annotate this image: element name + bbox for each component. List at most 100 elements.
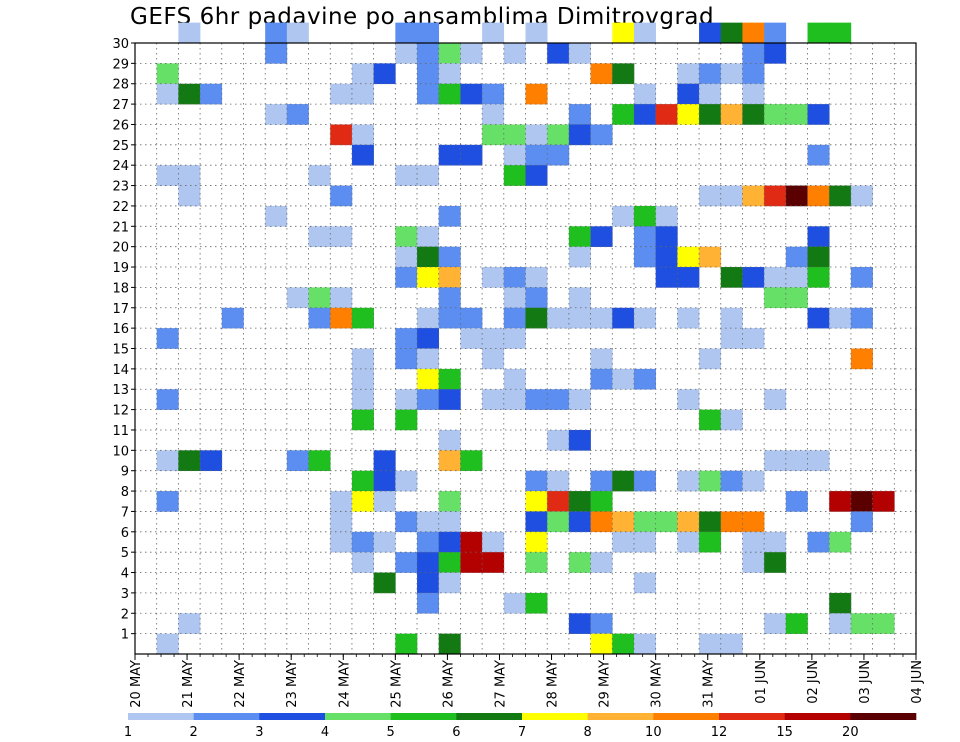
- heatmap-cell: [308, 226, 331, 247]
- colorbar-segment: [850, 713, 917, 720]
- colorbar-label: 6: [452, 725, 460, 740]
- heatmap-cell: [720, 267, 743, 288]
- heatmap-cell: [351, 144, 374, 166]
- colorbar-segment: [522, 713, 588, 720]
- heatmap-cell: [612, 104, 635, 125]
- heatmap-cell: [373, 63, 396, 85]
- heatmap-cell: [633, 205, 656, 227]
- heatmap-cell: [178, 83, 201, 105]
- heatmap-cell: [699, 246, 722, 268]
- heatmap-cell: [525, 491, 548, 512]
- y-tick-label: 21: [112, 220, 129, 235]
- heatmap-cell: [742, 328, 765, 349]
- heatmap-cell: [351, 409, 374, 431]
- y-tick-label: 3: [121, 587, 129, 602]
- heatmap-cell: [720, 470, 743, 492]
- heatmap-cell: [460, 43, 483, 64]
- heatmap-cell: [525, 389, 548, 410]
- heatmap-cell: [351, 389, 374, 410]
- heatmap-cell: [438, 43, 461, 64]
- heatmap-cell: [742, 531, 765, 553]
- heatmap-cell: [699, 185, 722, 207]
- heatmap-cell: [829, 185, 852, 207]
- heatmap-cell: [612, 511, 635, 533]
- y-tick-label: 2: [121, 607, 129, 622]
- heatmap-cell: [460, 450, 483, 471]
- heatmap-cell: [460, 307, 483, 329]
- heatmap-cell: [612, 205, 635, 227]
- heatmap-cell: [764, 43, 787, 64]
- heatmap-cell: [221, 307, 244, 329]
- heatmap-cell: [330, 511, 353, 533]
- heatmap-cell: [156, 491, 179, 512]
- heatmap-cell: [829, 307, 852, 329]
- heatmap-cell: [807, 531, 830, 553]
- heatmap-cell: [178, 185, 201, 207]
- x-tick-label: 22 MAY: [233, 660, 248, 708]
- heatmap-cell: [633, 572, 656, 594]
- heatmap-cell: [460, 531, 483, 553]
- y-tick-label: 30: [112, 37, 129, 52]
- heatmap-cell: [677, 307, 700, 329]
- heatmap-cell: [807, 104, 830, 125]
- heatmap-cell: [612, 368, 635, 390]
- heatmap-cell: [438, 389, 461, 410]
- heatmap-cell: [460, 144, 483, 166]
- heatmap-cell: [850, 491, 873, 512]
- y-tick-label: 13: [112, 383, 129, 398]
- heatmap-cell: [633, 246, 656, 268]
- heatmap-cell: [829, 22, 852, 44]
- heatmap-cell: [417, 531, 440, 553]
- heatmap-cell: [568, 511, 591, 533]
- heatmap-cell: [308, 287, 331, 309]
- heatmap-cell: [590, 491, 613, 512]
- x-tick-label: 28 MAY: [546, 660, 561, 708]
- heatmap-cell: [850, 613, 873, 634]
- heatmap-cell: [395, 43, 418, 64]
- heatmap-cell: [633, 307, 656, 329]
- heatmap-cell: [829, 491, 852, 512]
- heatmap-cell: [785, 491, 808, 512]
- heatmap-cell: [807, 22, 830, 44]
- heatmap-cell: [633, 531, 656, 553]
- y-tick-label: 20: [112, 241, 129, 256]
- heatmap-cell: [286, 287, 309, 309]
- heatmap-cell: [590, 226, 613, 247]
- heatmap-cell: [395, 389, 418, 410]
- heatmap-cell: [395, 226, 418, 247]
- heatmap-cell: [568, 552, 591, 573]
- heatmap-cell: [330, 185, 353, 207]
- heatmap-cell: [568, 491, 591, 512]
- heatmap-cell: [525, 83, 548, 105]
- heatmap-cell: [417, 389, 440, 410]
- heatmap-cell: [872, 491, 895, 512]
- heatmap-cell: [655, 267, 678, 288]
- heatmap-cell: [156, 83, 179, 105]
- heatmap-cell: [395, 470, 418, 492]
- heatmap-cell: [764, 450, 787, 471]
- heatmap-cell: [633, 22, 656, 44]
- heatmap-cell: [417, 22, 440, 44]
- heatmap-cell: [438, 287, 461, 309]
- heatmap-cell: [525, 165, 548, 186]
- y-tick-label: 28: [112, 78, 129, 93]
- colorbar-segment: [653, 713, 720, 720]
- heatmap-cell: [633, 226, 656, 247]
- x-tick-label: 29 MAY: [598, 660, 613, 708]
- y-tick-label: 24: [112, 159, 129, 174]
- heatmap-cell: [807, 246, 830, 268]
- heatmap-cell: [699, 104, 722, 125]
- x-tick-label: 01 JUN: [754, 660, 769, 704]
- heatmap-cell: [525, 22, 548, 44]
- heatmap-cell: [720, 104, 743, 125]
- heatmap-cell: [373, 491, 396, 512]
- heatmap-cell: [568, 429, 591, 451]
- heatmap-cell: [482, 328, 505, 349]
- heatmap-cell: [482, 124, 505, 146]
- x-tick-label: 25 MAY: [389, 660, 404, 708]
- heatmap-cell: [764, 287, 787, 309]
- heatmap-cell: [417, 348, 440, 370]
- heatmap-cell: [482, 22, 505, 44]
- heatmap-cell: [330, 124, 353, 146]
- heatmap-cell: [351, 368, 374, 390]
